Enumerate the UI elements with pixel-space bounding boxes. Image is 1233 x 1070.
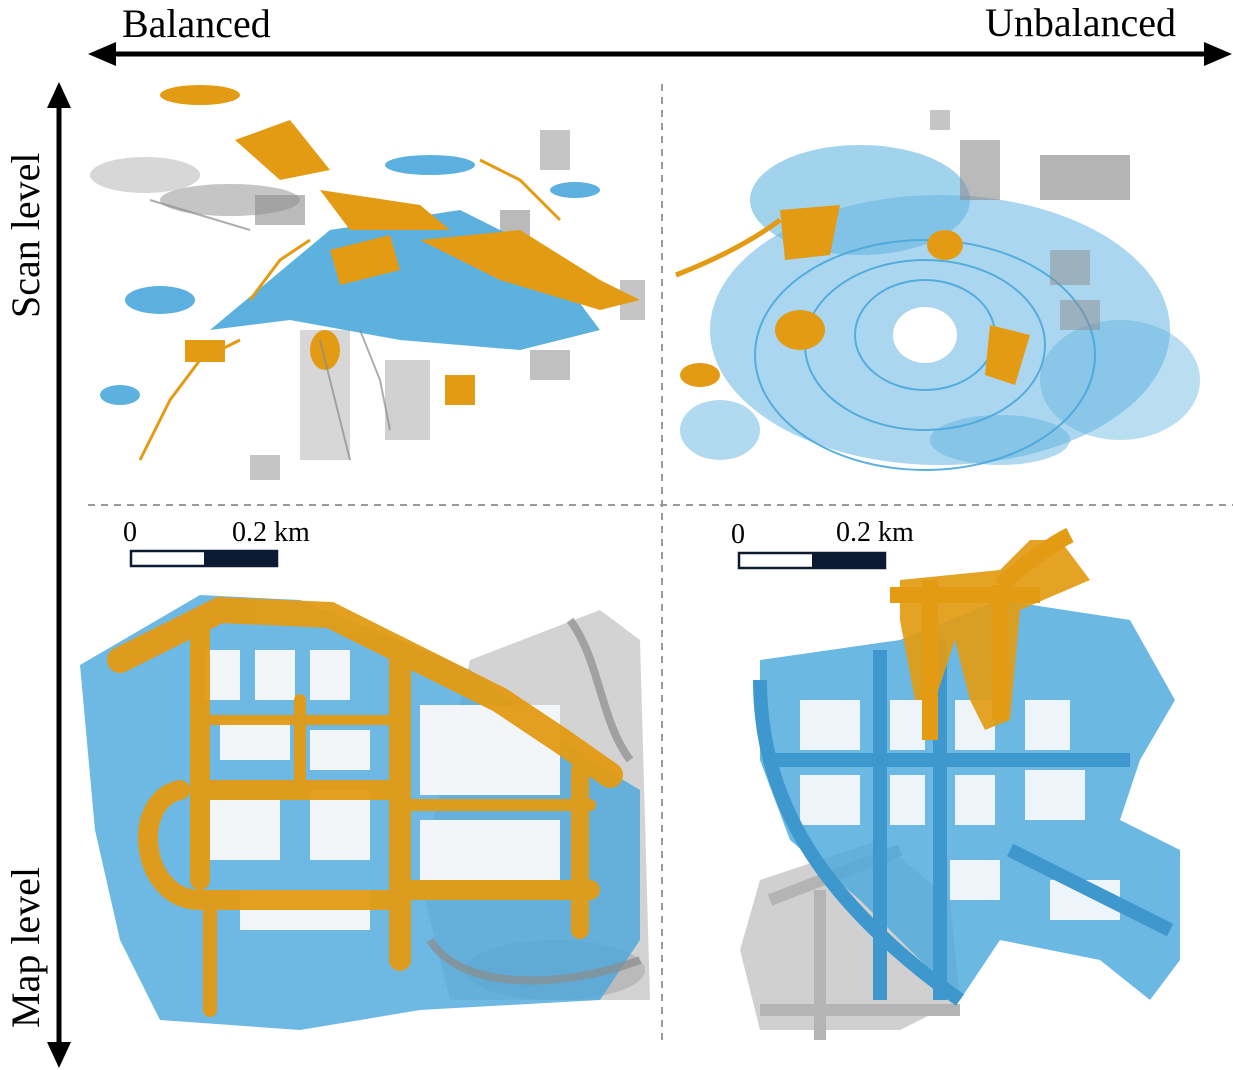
quadrant-dividers — [88, 84, 1233, 1045]
scale-left-end: 0.2 km — [232, 517, 310, 548]
balanced-label: Balanced — [122, 1, 271, 46]
scale-bar-right — [737, 551, 887, 570]
scale-left-start: 0 — [123, 517, 137, 548]
map-level-unbalanced-map — [740, 527, 1180, 1040]
scan-level-balanced-pointcloud — [90, 85, 645, 480]
vertical-axis-arrow — [47, 82, 71, 1068]
unbalanced-label: Unbalanced — [985, 0, 1177, 45]
map-level-balanced-map — [80, 595, 650, 1030]
scale-bar-left — [129, 549, 279, 568]
map-level-label: Map level — [3, 866, 48, 1028]
scan-level-unbalanced-pointcloud — [675, 110, 1200, 471]
scan-level-label-wrapper: Scan level — [2, 128, 48, 319]
map-level-label-wrapper: Map level — [2, 838, 48, 1028]
scale-right-start: 0 — [731, 519, 745, 550]
scan-level-label: Scan level — [3, 152, 48, 319]
scale-right-end: 0.2 km — [836, 517, 914, 548]
horizontal-axis-arrow — [88, 42, 1232, 66]
